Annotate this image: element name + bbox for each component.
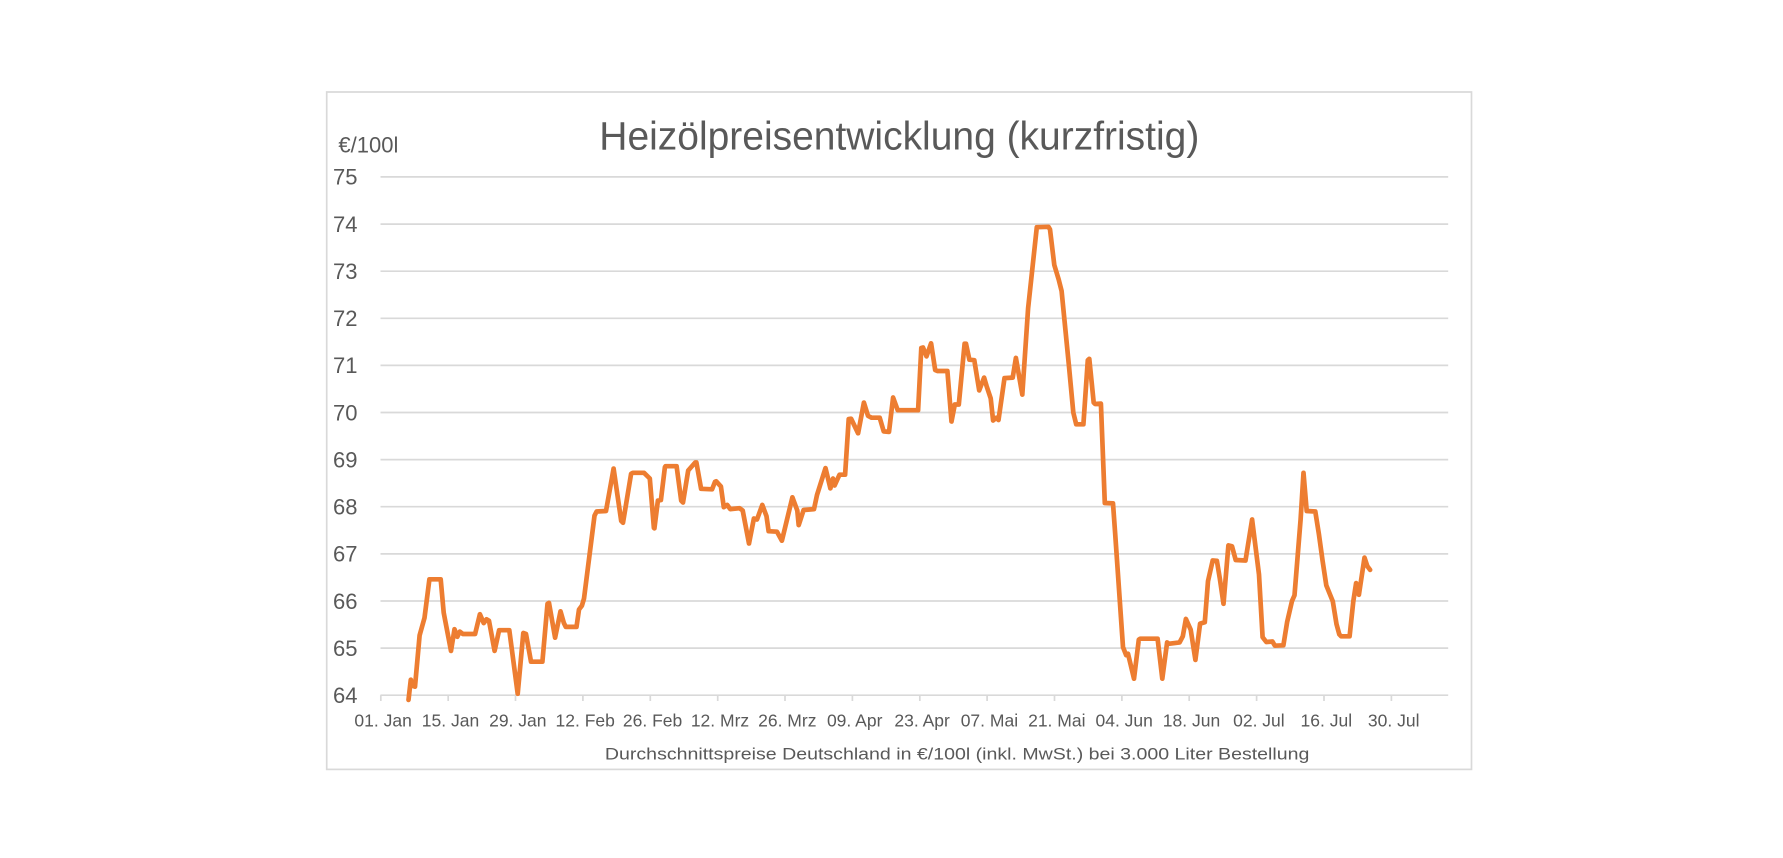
svg-text:Heizölpreisentwicklung (kurzfr: Heizölpreisentwicklung (kurzfristig) [599,114,1199,158]
svg-text:75: 75 [333,165,357,190]
svg-text:69: 69 [333,447,357,472]
svg-text:07. Mai: 07. Mai [961,711,1018,731]
svg-text:15. Jan: 15. Jan [422,711,479,731]
svg-text:02. Jul: 02. Jul [1233,711,1285,731]
svg-text:09. Apr: 09. Apr [827,711,883,731]
svg-text:18. Jun: 18. Jun [1163,711,1220,731]
svg-text:73: 73 [333,259,357,284]
svg-text:€/100l: €/100l [338,133,398,158]
svg-text:12. Mrz: 12. Mrz [691,711,749,731]
svg-text:16. Jul: 16. Jul [1301,711,1353,731]
svg-text:74: 74 [333,212,357,237]
svg-text:30. Jul: 30. Jul [1368,711,1420,731]
svg-text:26. Mrz: 26. Mrz [758,711,816,731]
svg-text:01. Jan: 01. Jan [354,711,411,731]
svg-text:66: 66 [333,589,357,614]
svg-text:64: 64 [333,683,357,708]
svg-text:23. Apr: 23. Apr [894,711,950,731]
svg-text:72: 72 [333,306,357,331]
svg-text:26. Feb: 26. Feb [623,711,682,731]
svg-text:29. Jan: 29. Jan [489,711,546,731]
svg-text:67: 67 [333,542,357,567]
svg-text:21. Mai: 21. Mai [1028,711,1085,731]
svg-text:Durchschnittspreise Deutschlan: Durchschnittspreise Deutschland in €/100… [605,744,1310,763]
svg-text:68: 68 [333,495,357,520]
svg-text:70: 70 [333,400,357,425]
svg-text:71: 71 [333,353,357,378]
svg-text:04. Jun: 04. Jun [1095,711,1152,731]
svg-text:65: 65 [333,636,357,661]
svg-text:12. Feb: 12. Feb [556,711,615,731]
